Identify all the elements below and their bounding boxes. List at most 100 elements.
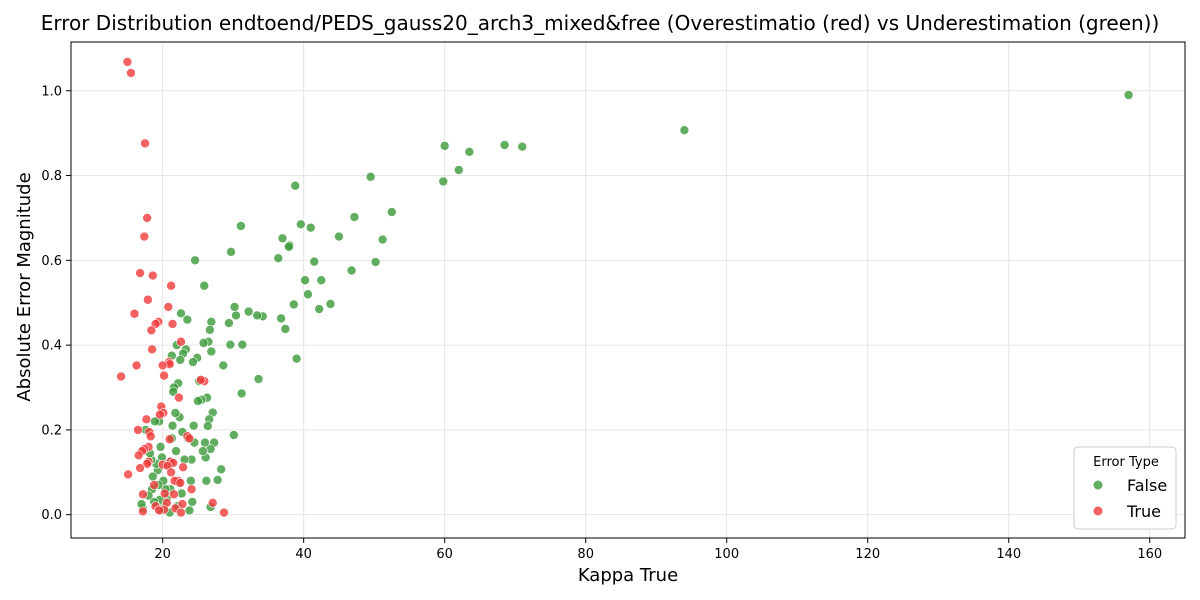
scatter-point xyxy=(141,414,152,425)
scatter-point xyxy=(159,370,169,381)
scatter-point xyxy=(229,302,240,312)
scatter-point xyxy=(138,489,148,500)
scatter-point xyxy=(149,480,159,490)
scatter-point xyxy=(169,489,179,500)
scatter-point xyxy=(198,338,209,348)
scatter-point xyxy=(305,222,316,233)
scatter-point xyxy=(517,141,528,152)
scatter-point xyxy=(167,319,178,329)
scatter-point xyxy=(349,212,360,222)
scatter-point xyxy=(168,386,179,397)
scatter-point xyxy=(439,141,450,151)
scatter-point xyxy=(224,318,234,328)
scatter-point xyxy=(138,506,148,517)
scatter-point xyxy=(243,306,254,317)
scatter-point xyxy=(199,280,210,291)
scatter-point xyxy=(142,459,152,469)
scatter-point xyxy=(190,255,200,266)
scatter-point xyxy=(334,231,344,242)
scatter-point xyxy=(202,421,213,431)
scatter-point xyxy=(122,57,133,67)
scatter-point xyxy=(280,324,291,334)
scatter-point xyxy=(126,68,136,78)
legend-marker-true xyxy=(1093,506,1103,516)
scatter-point xyxy=(212,475,223,485)
x-axis-label: Kappa True xyxy=(578,565,678,586)
chart-title: Error Distribution endtoend/PEDS_gauss20… xyxy=(41,11,1160,35)
scatter-point xyxy=(154,505,164,516)
y-tick-label: 0.2 xyxy=(41,423,62,438)
scatter-point xyxy=(143,294,153,305)
scatter-point xyxy=(438,176,449,187)
scatter-point xyxy=(200,437,210,448)
scatter-point xyxy=(216,464,226,475)
scatter-point xyxy=(205,325,215,335)
scatter-point xyxy=(133,450,144,461)
scatter-point xyxy=(175,355,186,365)
scatter-point xyxy=(1123,90,1134,100)
scatter-point xyxy=(218,360,229,371)
scatter-point xyxy=(167,420,178,431)
scatter-point xyxy=(116,371,126,382)
scatter-point xyxy=(164,434,175,445)
x-tick-label: 60 xyxy=(436,547,453,562)
x-tick-label: 40 xyxy=(295,547,312,562)
plot-frame xyxy=(70,41,1186,539)
scatter-point xyxy=(219,507,229,518)
scatter-point xyxy=(155,442,166,452)
scatter-point xyxy=(346,265,357,276)
scatter-point xyxy=(464,146,475,157)
scatter-point xyxy=(188,420,199,431)
scatter-point xyxy=(184,433,195,444)
scatter-point xyxy=(147,344,157,355)
scatter-point xyxy=(198,446,208,456)
scatter-point xyxy=(284,241,294,252)
legend-label-true: True xyxy=(1126,502,1161,521)
legend: Error Type False True xyxy=(1073,446,1177,530)
scatter-point xyxy=(170,408,181,418)
grid-layer xyxy=(71,42,1185,538)
scatter-point xyxy=(139,231,150,242)
scatter-point xyxy=(229,430,239,440)
scatter-point xyxy=(188,357,198,367)
scatter-point xyxy=(365,172,376,182)
x-tick-label: 100 xyxy=(714,547,739,562)
scatter-point xyxy=(135,463,145,473)
scatter-point xyxy=(206,316,217,327)
scatter-point xyxy=(163,302,174,312)
x-tick-label: 20 xyxy=(154,547,171,562)
scatter-point xyxy=(157,360,168,371)
y-tick-label: 1.0 xyxy=(41,84,62,99)
legend-marker-false xyxy=(1093,480,1103,490)
y-tick-label: 0.4 xyxy=(41,339,62,354)
y-tick-label: 0.6 xyxy=(41,254,62,269)
scatter-point xyxy=(140,138,150,149)
scatter-point xyxy=(178,462,188,473)
scatter-point xyxy=(236,221,246,231)
scatter-point xyxy=(174,392,184,403)
legend-label-false: False xyxy=(1127,476,1167,495)
scatter-point xyxy=(253,374,264,384)
scatter-point xyxy=(225,339,236,350)
scatter-point xyxy=(303,289,313,300)
scatter-point xyxy=(377,234,388,245)
scatter-point xyxy=(171,446,181,456)
scatter-point xyxy=(166,467,176,478)
scatter-point xyxy=(176,507,186,518)
scatter-point xyxy=(325,299,336,309)
scatter-point xyxy=(145,431,156,442)
scatter-point xyxy=(453,165,464,175)
scatter-point xyxy=(155,409,165,420)
scatter-point xyxy=(309,256,320,267)
scatter-point xyxy=(252,310,262,321)
scatter-point xyxy=(133,425,143,435)
scatter-point xyxy=(300,275,310,286)
scatter-point xyxy=(186,475,196,486)
scatter-point xyxy=(175,478,186,488)
scatter-point xyxy=(176,308,186,319)
scatter-point xyxy=(679,125,690,135)
scatter-point xyxy=(159,488,170,499)
scatter-point xyxy=(187,497,198,507)
